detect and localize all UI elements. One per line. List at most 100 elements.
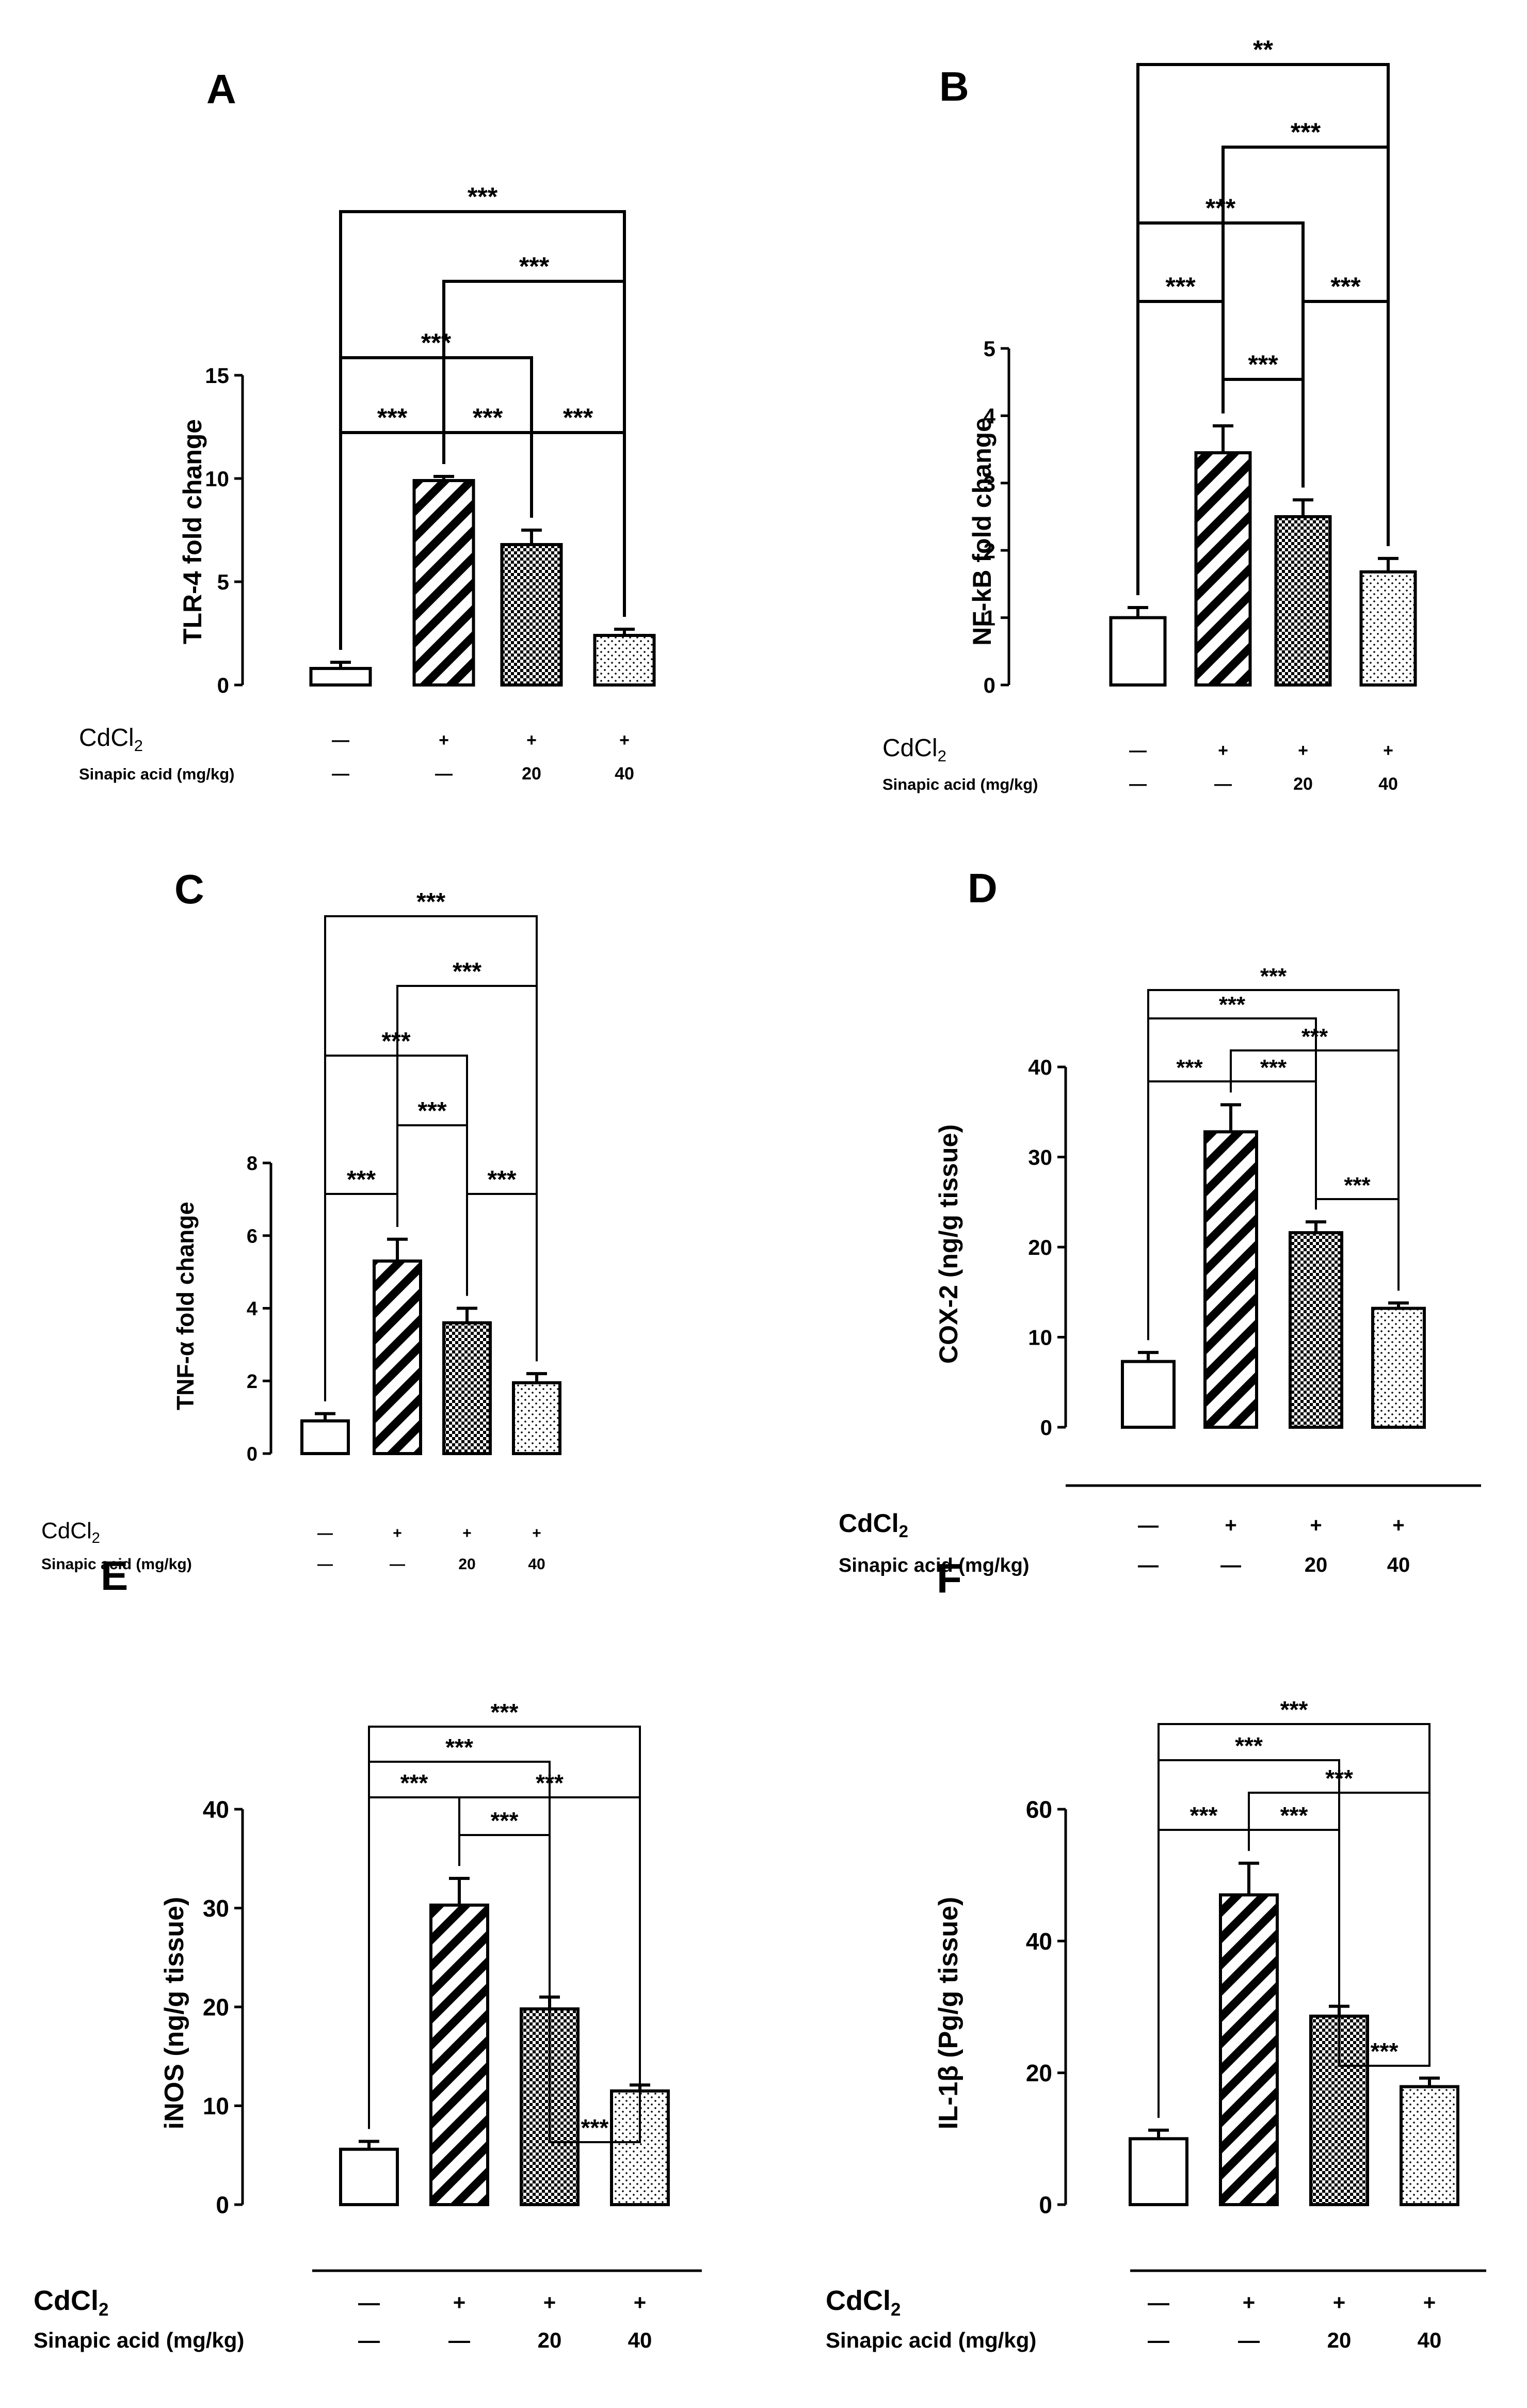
significance-bracket (324, 915, 538, 1401)
bar-cdcl2-sa20 (1274, 515, 1332, 687)
condition-cdcl2: — (332, 730, 349, 750)
y-tick-label: 20 (1028, 1235, 1052, 1259)
significance-bracket (1147, 989, 1400, 1341)
condition-sinapic-acid: — (435, 764, 453, 784)
condition-cdcl2: + (1298, 741, 1308, 760)
y-axis-title: COX-2 (ng/g tissue) (934, 1124, 963, 1364)
row-label-cdcl2: CdCl2 (826, 2285, 901, 2320)
condition-sinapic-acid: 20 (538, 2328, 562, 2352)
significance-label: *** (347, 1166, 376, 1193)
condition-cdcl2: — (1138, 1514, 1159, 1537)
y-tick-label: 2 (984, 538, 995, 563)
significance-label: *** (1344, 1173, 1371, 1198)
condition-cdcl2: + (439, 730, 449, 750)
significance-label: *** (1190, 1802, 1218, 1829)
panel-label: B (939, 63, 969, 109)
y-tick-label: 60 (1026, 1796, 1052, 1823)
condition-cdcl2: + (1383, 741, 1393, 760)
significance-label: *** (487, 1166, 516, 1193)
condition-sinapic-acid: — (1148, 2328, 1169, 2352)
panel-label: F (937, 1555, 962, 1601)
condition-cdcl2: + (393, 1525, 402, 1542)
condition-cdcl2: + (619, 730, 630, 750)
row-label-cdcl2: CdCl2 (882, 735, 946, 765)
y-tick-label: 40 (203, 1796, 229, 1823)
condition-sinapic-acid: — (1220, 1554, 1241, 1576)
bar-cdcl2 (429, 1903, 489, 2206)
condition-sinapic-acid: — (332, 764, 349, 784)
y-tick-label: 5 (984, 337, 995, 361)
y-tick-label: 0 (217, 673, 229, 697)
significance-label: *** (519, 252, 550, 281)
condition-cdcl2: + (1225, 1514, 1236, 1537)
y-tick-label: 0 (984, 673, 995, 697)
y-tick-label: 0 (1039, 2192, 1052, 2219)
condition-sinapic-acid: — (358, 2328, 380, 2352)
significance-label: *** (1260, 1055, 1287, 1080)
significance-label: *** (417, 1097, 446, 1125)
row-label-cdcl2: CdCl2 (41, 1518, 100, 1546)
row-label-sinapic-acid: Sinapic acid (mg/kg) (826, 2328, 1036, 2352)
bar-cdcl2-sa40 (1400, 2085, 1459, 2206)
y-tick-label: 10 (203, 2093, 229, 2119)
condition-cdcl2: + (1423, 2290, 1436, 2315)
significance-label: *** (468, 182, 498, 211)
bar-cdcl2-sa40 (1359, 570, 1417, 687)
y-tick-label: 0 (216, 2192, 229, 2219)
condition-sinapic-acid: 20 (522, 764, 541, 784)
y-tick-label: 4 (247, 1298, 258, 1320)
condition-cdcl2: + (526, 730, 537, 750)
significance-label: *** (1248, 350, 1278, 379)
significance-label: *** (1235, 1732, 1263, 1759)
y-tick-label: 20 (203, 1994, 229, 2021)
panel-a: A 0 5 10 15 TLR-4 fold change *** *** *** *** *** *… (79, 66, 656, 784)
condition-sinapic-acid: 40 (615, 764, 634, 784)
condition-cdcl2: — (1129, 741, 1147, 760)
panel-d: D 0 10 20 30 40 COX-2 (ng/g tissue) *** *** *** **… (839, 865, 1481, 1576)
condition-cdcl2: + (1243, 2290, 1256, 2315)
significance-label: *** (491, 1699, 519, 1726)
significance-label: *** (400, 1769, 428, 1796)
bar-cdcl2-sa40 (1371, 1306, 1426, 1429)
significance-bracket (339, 210, 626, 650)
condition-sinapic-acid: 40 (1378, 774, 1398, 794)
significance-label: *** (1165, 272, 1196, 301)
y-tick-label: 30 (1028, 1145, 1052, 1170)
bar-cdcl2-sa40 (512, 1381, 561, 1456)
row-label-sinapic-acid: Sinapic acid (mg/kg) (34, 2328, 244, 2352)
y-tick-label: 5 (217, 570, 229, 594)
bar-cdcl2 (412, 479, 475, 687)
significance-label: *** (421, 328, 452, 357)
bar-control (309, 667, 372, 687)
condition-sinapic-acid: 20 (1327, 2328, 1352, 2352)
panel-c: C 0 2 4 6 8 TNF-α fold change *** *** *** *** *** **… (41, 866, 561, 1573)
significance-label: *** (445, 1734, 473, 1761)
bar-cdcl2-sa40 (593, 634, 656, 687)
significance-label: *** (563, 403, 593, 432)
condition-sinapic-acid: 40 (1418, 2328, 1442, 2352)
row-label-sinapic-acid: Sinapic acid (mg/kg) (41, 1556, 192, 1573)
y-tick-label: 15 (205, 363, 229, 388)
panel-label: E (101, 1553, 128, 1599)
significance-bracket (1338, 1994, 1430, 2067)
significance-label: *** (1371, 2038, 1399, 2065)
y-tick-label: 0 (247, 1444, 258, 1465)
y-axis-title: IL-1β (Pg/g tissue) (934, 1897, 963, 2130)
y-tick-label: 3 (984, 471, 995, 496)
condition-sinapic-acid: 40 (628, 2328, 652, 2352)
bar-cdcl2-sa20 (442, 1321, 492, 1455)
significance-label: *** (453, 958, 481, 985)
bar-cdcl2 (1203, 1130, 1258, 1429)
row-label-subscript: 2 (92, 1530, 100, 1546)
row-label-subscript: 2 (134, 737, 143, 755)
significance-label: *** (473, 403, 503, 432)
significance-bracket (1136, 63, 1390, 596)
y-tick-label: 2 (247, 1371, 258, 1393)
panel-e: E 0 10 20 30 40 iNOS (ng/g tissue) *** *** *** ***… (34, 1553, 702, 2352)
bar-control (1109, 616, 1167, 687)
y-tick-label: 20 (1026, 2060, 1052, 2086)
significance-label: *** (1260, 964, 1287, 989)
condition-cdcl2: + (462, 1525, 472, 1542)
condition-cdcl2: + (1218, 741, 1228, 760)
significance-label: *** (1280, 1696, 1308, 1723)
